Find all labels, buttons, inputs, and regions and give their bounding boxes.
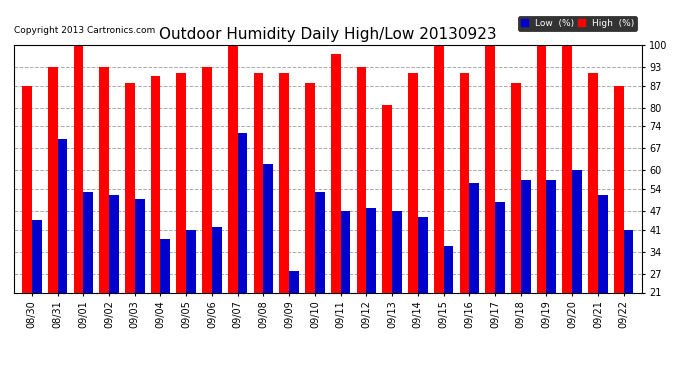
Bar: [228, 45, 237, 358]
Bar: [315, 192, 325, 358]
Legend: Low  (%), High  (%): Low (%), High (%): [518, 16, 637, 30]
Bar: [264, 164, 273, 358]
Bar: [237, 133, 248, 358]
Bar: [135, 198, 144, 358]
Bar: [469, 183, 479, 358]
Bar: [177, 73, 186, 358]
Bar: [305, 82, 315, 358]
Bar: [485, 45, 495, 358]
Bar: [331, 54, 341, 358]
Bar: [202, 67, 212, 358]
Bar: [408, 73, 418, 358]
Bar: [460, 73, 469, 358]
Bar: [48, 67, 57, 358]
Bar: [57, 139, 68, 358]
Bar: [357, 67, 366, 358]
Bar: [444, 246, 453, 358]
Bar: [289, 271, 299, 358]
Bar: [392, 211, 402, 358]
Bar: [161, 239, 170, 358]
Bar: [150, 76, 161, 358]
Bar: [598, 195, 608, 358]
Bar: [366, 208, 376, 358]
Bar: [614, 86, 624, 358]
Bar: [546, 180, 556, 358]
Bar: [125, 82, 135, 358]
Bar: [254, 73, 264, 358]
Bar: [212, 227, 221, 358]
Bar: [418, 217, 428, 358]
Bar: [562, 45, 572, 358]
Bar: [495, 202, 505, 358]
Bar: [588, 73, 598, 358]
Bar: [279, 73, 289, 358]
Bar: [624, 230, 633, 358]
Bar: [32, 220, 41, 358]
Bar: [434, 45, 444, 358]
Bar: [22, 86, 32, 358]
Bar: [382, 105, 392, 358]
Bar: [341, 211, 351, 358]
Bar: [537, 45, 546, 358]
Bar: [74, 45, 83, 358]
Title: Outdoor Humidity Daily High/Low 20130923: Outdoor Humidity Daily High/Low 20130923: [159, 27, 497, 42]
Bar: [186, 230, 196, 358]
Bar: [109, 195, 119, 358]
Bar: [521, 180, 531, 358]
Bar: [572, 170, 582, 358]
Bar: [99, 67, 109, 358]
Text: Copyright 2013 Cartronics.com: Copyright 2013 Cartronics.com: [14, 26, 155, 35]
Bar: [511, 82, 521, 358]
Bar: [83, 192, 93, 358]
